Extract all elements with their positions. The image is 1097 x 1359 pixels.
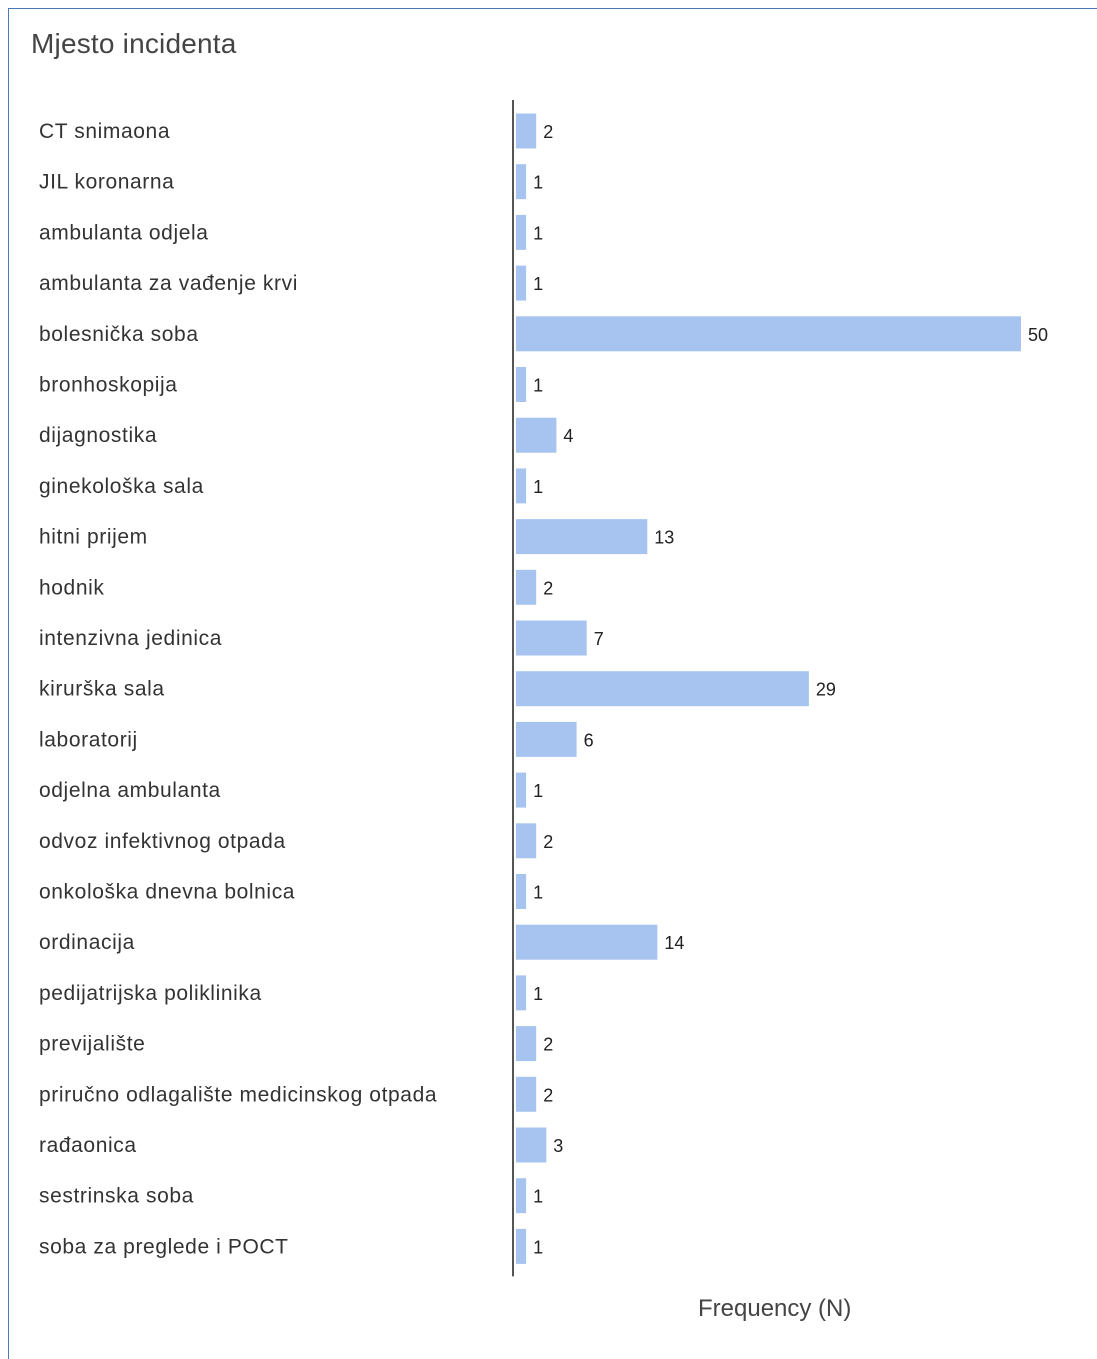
bar: [516, 1228, 527, 1264]
data-label: 1: [533, 376, 543, 396]
data-label: 1: [533, 274, 543, 294]
bar: [516, 924, 658, 960]
category-label: dijagnostika: [39, 424, 157, 447]
category-label: priručno odlagalište medicinskog otpada: [39, 1083, 437, 1106]
bar: [516, 569, 537, 605]
bar: [516, 874, 527, 909]
category-label: sestrinska soba: [39, 1185, 194, 1208]
data-label: 13: [654, 528, 674, 548]
bar: [516, 1178, 527, 1214]
data-label: 1: [533, 781, 543, 801]
category-label: hodnik: [39, 576, 104, 599]
data-label: 1: [533, 883, 543, 903]
bar: [516, 164, 527, 200]
category-label: onkološka dnevna bolnica: [39, 881, 295, 904]
data-label: 2: [543, 578, 553, 598]
bar: [516, 468, 527, 504]
bar: [516, 214, 527, 250]
data-label: 2: [543, 1085, 553, 1105]
x-axis-label: Frequency (N): [698, 1295, 852, 1322]
data-label: 14: [664, 933, 684, 953]
category-label: odvoz infektivnog otpada: [39, 830, 286, 853]
category-label: bronhoskopija: [39, 374, 178, 397]
category-label: laboratorij: [39, 728, 138, 751]
data-label: 2: [543, 832, 553, 852]
category-label: intenzivna jedinica: [39, 627, 222, 650]
data-label: 1: [533, 1237, 543, 1257]
bar: [516, 367, 527, 402]
data-label: 1: [533, 477, 543, 497]
data-label: 1: [533, 1187, 543, 1207]
data-label: 4: [563, 426, 573, 446]
bar: [516, 1076, 537, 1112]
category-label: odjelna ambulanta: [39, 779, 221, 802]
data-label: 6: [584, 730, 594, 750]
data-label: 1: [533, 984, 543, 1004]
category-label: CT snimaona: [39, 120, 170, 143]
chart-title: Mjesto incidenta: [31, 28, 237, 59]
category-label: ordinacija: [39, 931, 135, 954]
category-label: ambulanta odjela: [39, 221, 209, 244]
bar: [516, 671, 809, 707]
category-label: hitni prijem: [39, 526, 148, 549]
data-label: 1: [533, 223, 543, 243]
category-label: soba za preglede i POCT: [39, 1235, 289, 1258]
data-label: 29: [816, 680, 836, 700]
bar: [516, 975, 527, 1011]
category-label: JIL koronarna: [39, 171, 174, 194]
data-label: 3: [553, 1136, 563, 1156]
bar: [516, 1026, 537, 1062]
data-label: 50: [1028, 325, 1048, 345]
bar: [516, 265, 527, 301]
category-label: ginekološka sala: [39, 475, 204, 498]
bar: [516, 772, 527, 808]
bar: [516, 316, 1021, 352]
bar: [516, 519, 648, 555]
data-label: 2: [543, 1035, 553, 1055]
category-label: pedijatrijska poliklinika: [39, 982, 262, 1005]
bar: [516, 417, 557, 453]
data-label: 1: [533, 173, 543, 193]
category-label: bolesnička soba: [39, 323, 199, 346]
category-label: rađaonica: [39, 1134, 137, 1157]
category-label: previjalište: [39, 1033, 145, 1056]
category-label: kirurška sala: [39, 678, 165, 701]
category-label: ambulanta za vađenje krvi: [39, 272, 298, 295]
bar: [516, 1127, 547, 1163]
bar: [516, 823, 537, 859]
bar: [516, 113, 537, 149]
data-label: 7: [594, 629, 604, 649]
bar: [516, 721, 577, 757]
bar: [516, 620, 587, 656]
data-label: 2: [543, 122, 553, 142]
